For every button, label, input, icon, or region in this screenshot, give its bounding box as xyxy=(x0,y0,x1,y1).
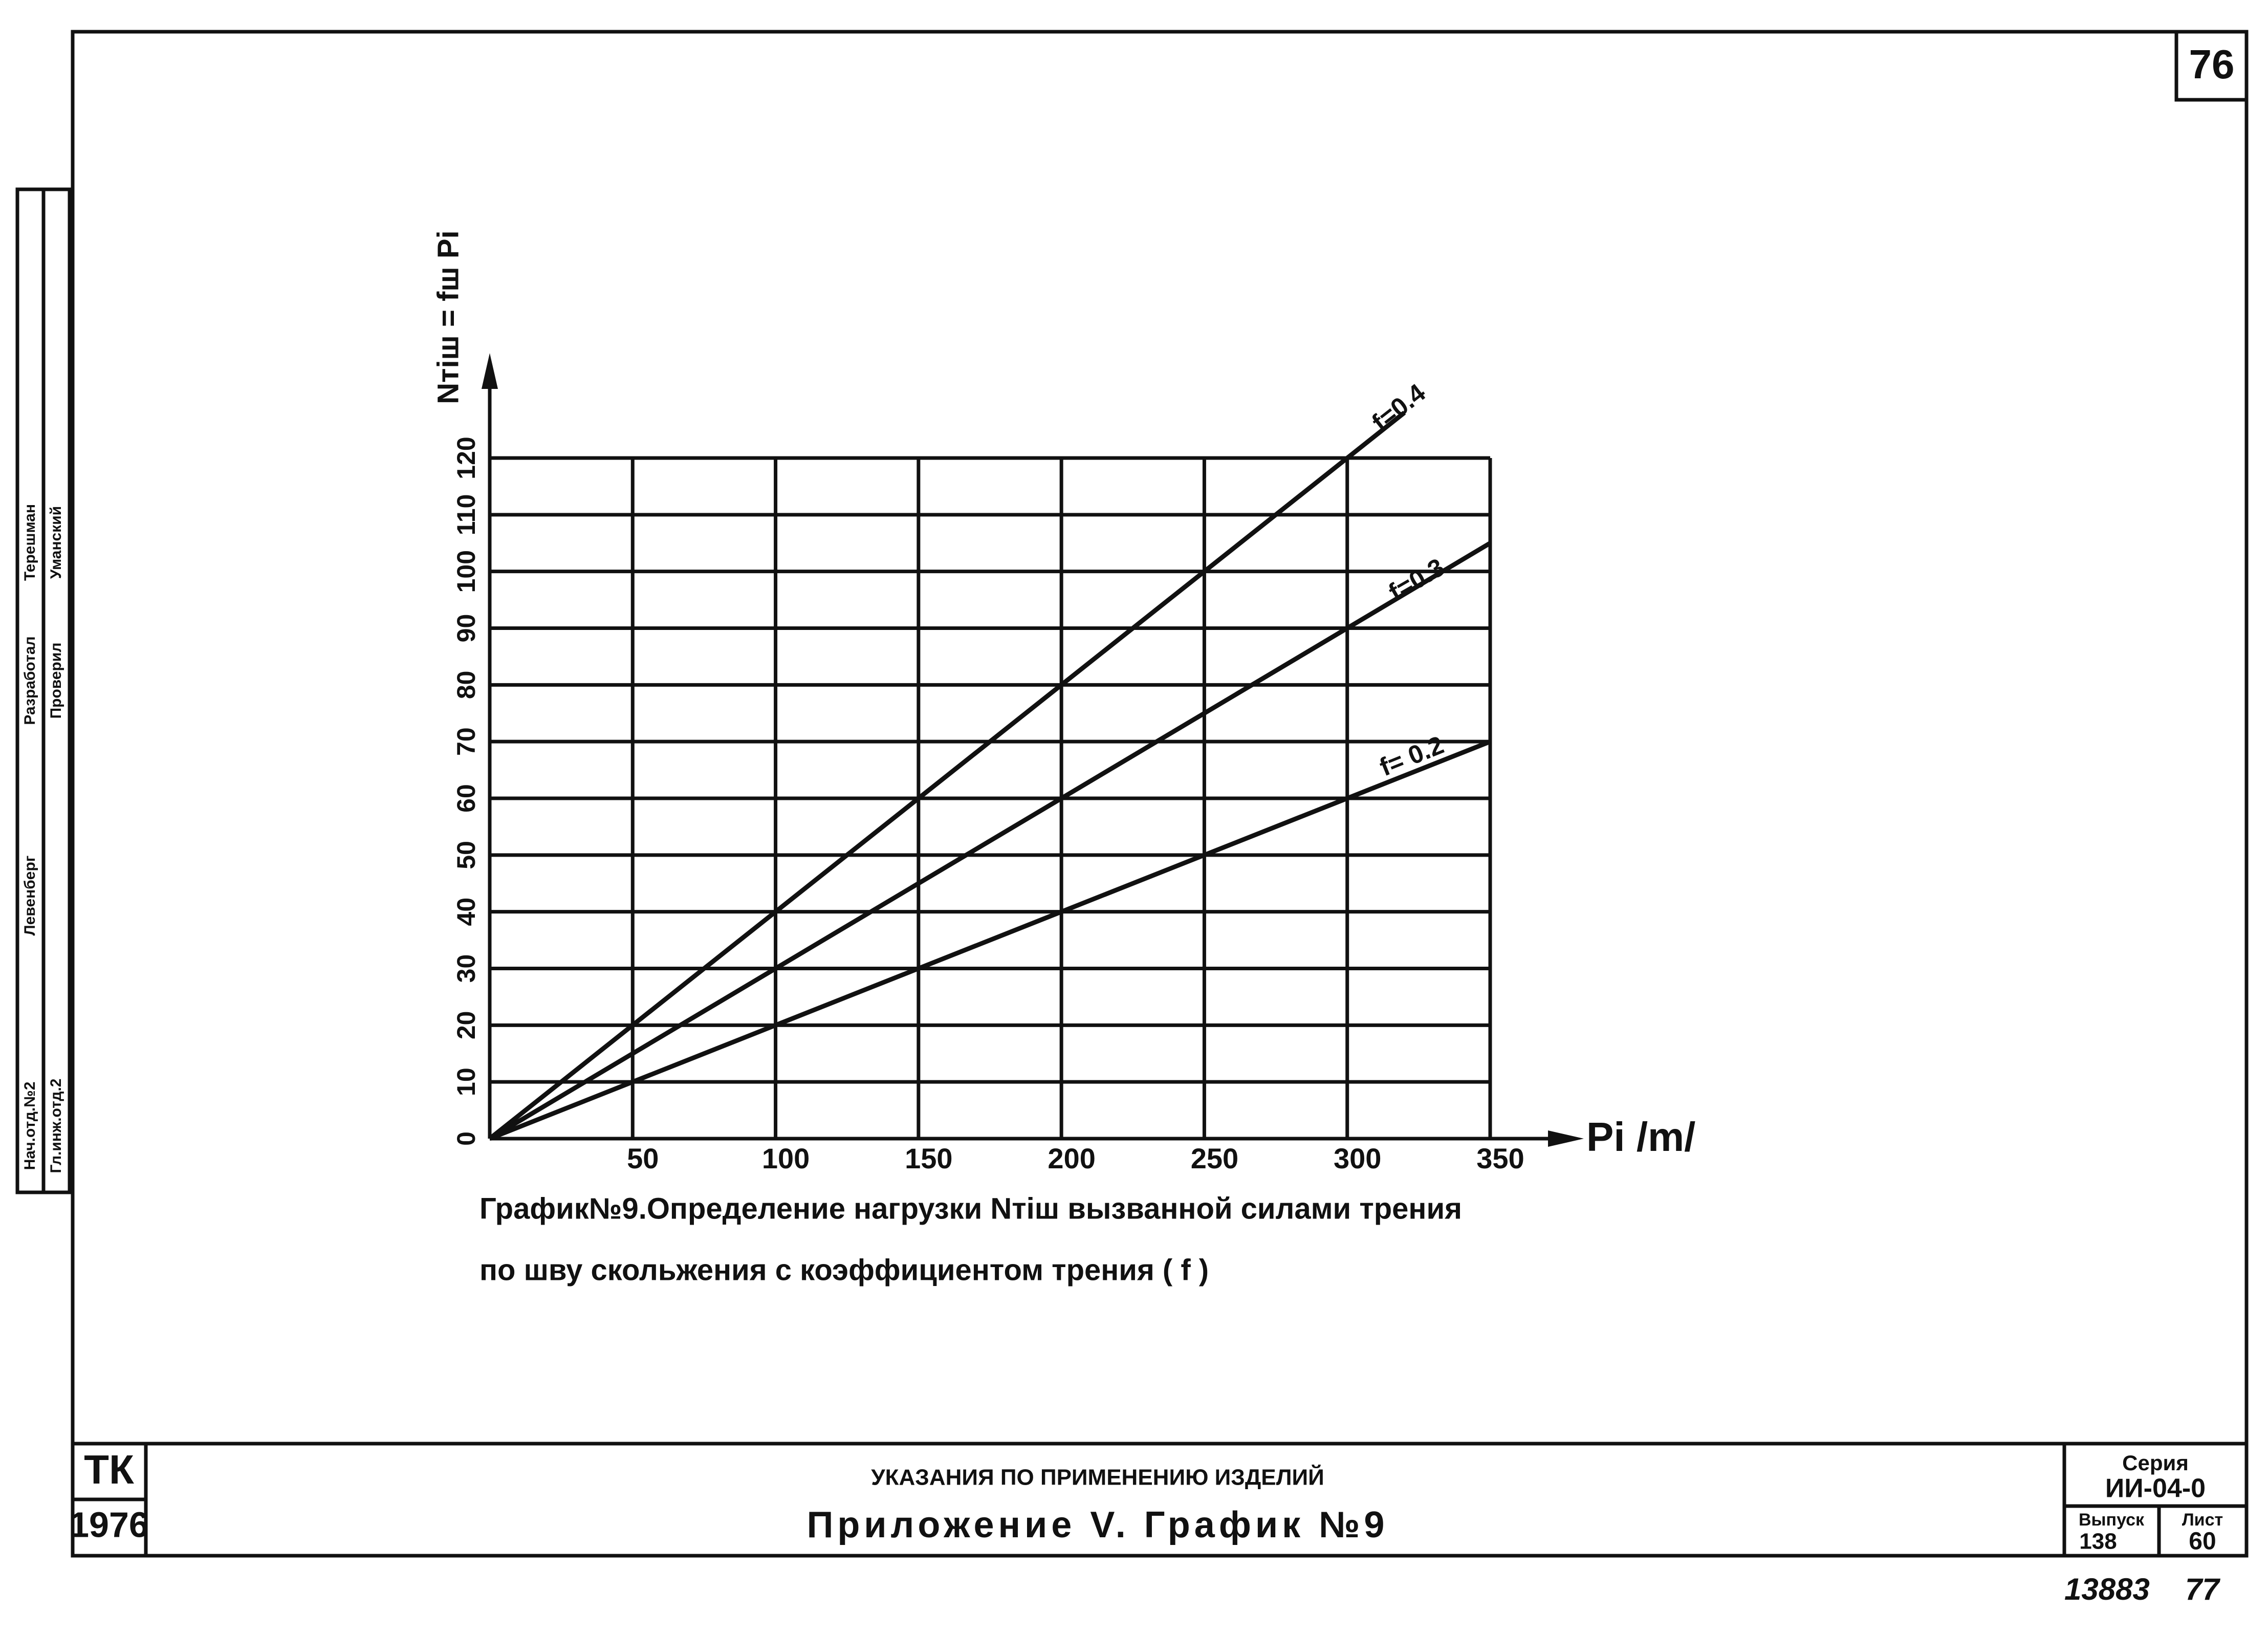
series-line xyxy=(488,541,1492,1141)
y-tick-label: 70 xyxy=(452,727,481,756)
x-tick-label: 150 xyxy=(905,1142,952,1174)
year: 1976 xyxy=(69,1505,149,1544)
x-tick-label: 200 xyxy=(1048,1142,1095,1174)
footer-page: 77 xyxy=(2185,1572,2220,1606)
y-tick-label: 0 xyxy=(452,1131,481,1146)
page-number-box xyxy=(2174,30,2249,102)
title: Приложение V. График №9 xyxy=(807,1505,1389,1545)
stamp-text: Разработал xyxy=(21,636,38,725)
series-box xyxy=(2062,1442,2249,1558)
y-tick-label: 20 xyxy=(452,1011,481,1040)
y-tick-label: 40 xyxy=(452,898,481,926)
issue-value: 138 xyxy=(2079,1529,2117,1554)
stamp-text: Терешман xyxy=(21,504,38,581)
stamp-text: Левенберг xyxy=(21,856,38,936)
y-tick-label: 60 xyxy=(452,784,481,813)
page-frame xyxy=(71,30,2249,1558)
y-tick-label: 80 xyxy=(452,671,481,700)
series-value: ИИ-04-0 xyxy=(2105,1474,2206,1504)
series-label: Серия xyxy=(2122,1451,2189,1475)
sheet-label: Лист xyxy=(2182,1510,2223,1530)
issue-label: Выпуск xyxy=(2079,1510,2145,1530)
stamp-text: Уманский xyxy=(48,506,64,579)
sheet-value: 60 xyxy=(2189,1528,2216,1555)
stamp: Нач.отд.№2 Левенберг Разработал Терешман Гл.… xyxy=(21,504,64,1173)
series-line xyxy=(488,410,1406,1141)
x-axis-arrow xyxy=(1548,1130,1584,1147)
caption: График№9.Определение нагрузки Nтiш вызва… xyxy=(479,1192,1462,1225)
x-tick-label: 50 xyxy=(627,1142,659,1174)
org: ТК xyxy=(84,1447,134,1492)
page-number: 76 xyxy=(2189,41,2235,87)
y-axis-arrow xyxy=(482,353,498,389)
x-tick-label: 300 xyxy=(1334,1142,1381,1174)
footer-code: 13883 xyxy=(2064,1572,2150,1606)
y-tick-label: 10 xyxy=(452,1067,481,1096)
y-tick-label: 120 xyxy=(452,437,481,479)
chart: 0 10 20 30 40 50 60 70 80 90 100 110 120 50 100 150 200 2… xyxy=(431,230,1695,1287)
caption: по шву скольжения с коэффициентом трения… xyxy=(479,1253,1209,1287)
y-tick-label: 30 xyxy=(452,954,481,983)
y-axis-label: Nтiш = fш Pi xyxy=(431,230,465,404)
stamp-text: Нач.отд.№2 xyxy=(21,1082,38,1170)
y-tick-label: 50 xyxy=(452,841,481,869)
stamp-text: Гл.инж.отд.2 xyxy=(48,1078,64,1173)
x-tick-label: 250 xyxy=(1191,1142,1238,1174)
y-tick-label: 90 xyxy=(452,614,481,643)
series-line xyxy=(489,739,1491,1141)
y-tick-label: 100 xyxy=(452,550,481,593)
x-axis-label: Pi /m/ xyxy=(1586,1114,1695,1160)
x-tick-label: 100 xyxy=(762,1142,810,1174)
x-tick-label: 350 xyxy=(1476,1142,1524,1174)
subtitle: УКАЗАНИЯ ПО ПРИМЕНЕНИЮ ИЗДЕЛИЙ xyxy=(871,1464,1324,1490)
y-tick-label: 110 xyxy=(452,494,481,535)
stamp-text: Проверил xyxy=(48,643,64,719)
